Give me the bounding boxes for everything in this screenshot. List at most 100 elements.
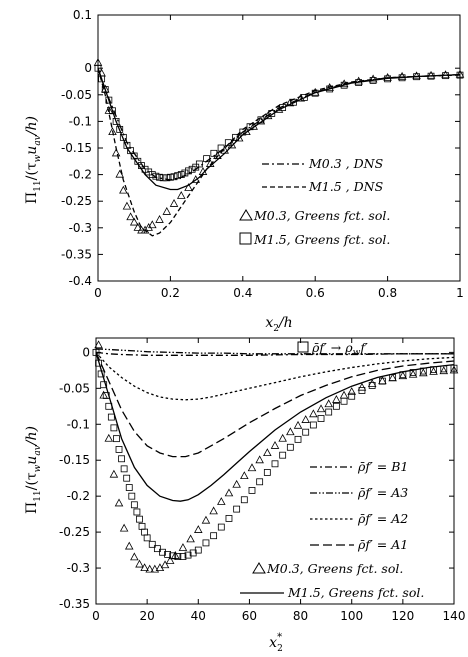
top-series-4-point-19 — [163, 174, 171, 182]
bottom-series-0-point-43 — [294, 435, 302, 443]
top-x-tick-label-4: 0.8 — [378, 286, 397, 300]
bottom-series-5-point-22 — [224, 488, 234, 497]
bottom-y-tick-label-1: -0.05 — [59, 381, 90, 395]
bottom-series-6-line — [95, 352, 455, 502]
bottom-series-0-point-41 — [279, 451, 287, 459]
top-series-4-point-3 — [105, 96, 113, 104]
top-series-3-point-6 — [115, 169, 124, 178]
bottom-series-5-point-41 — [378, 376, 387, 385]
bottom-y-tick-label-6: -0.3 — [67, 561, 90, 575]
bottom-legend-triangle-icon — [252, 562, 266, 574]
top-series-4-point-31 — [217, 144, 225, 152]
top-legend-label-m15-dns: M1.5 , DNS — [308, 179, 383, 194]
top-series-4-point-41 — [311, 89, 319, 97]
top-series-4-point-29 — [203, 155, 211, 163]
bottom-series-0-point-49 — [340, 397, 348, 405]
bottom-series-5-point-45 — [419, 368, 428, 377]
top-series-3-point-31 — [263, 111, 273, 120]
top-series-3-point-2 — [100, 84, 110, 93]
top-series-4-point-4 — [109, 107, 116, 115]
bottom-series-0-point-50 — [348, 392, 356, 400]
top-x-tick-label-1: 0.2 — [161, 286, 180, 300]
top-y-tick-label-6: -0.25 — [61, 194, 92, 208]
top-series-1-line — [97, 68, 461, 237]
bottom-legend-label-m03-greens: M0.3, Greens fct. sol. — [266, 561, 403, 576]
top-series-3-point-40 — [383, 72, 392, 81]
top-series-4-point-11 — [134, 157, 142, 165]
bottom-chart: 0 20 40 60 80 100 120 140 0 -0.05 -0.1 -0.15 -0.2 -0.… — [24, 337, 465, 654]
top-series-3-point-4 — [108, 127, 117, 136]
top-series-3-point-35 — [310, 87, 320, 96]
bottom-series-5-point-32 — [301, 415, 310, 423]
bottom-series-5-point-1 — [99, 390, 108, 399]
bottom-series-0-point-16 — [133, 508, 141, 516]
bottom-y-tick-label-3: -0.15 — [59, 453, 90, 467]
top-series-4-point-50 — [442, 72, 449, 80]
top-series-4-point-12 — [138, 162, 145, 169]
top-series-4-point-48 — [413, 73, 420, 81]
top-series-4-point-10 — [130, 152, 138, 160]
bottom-series-5-point-31 — [293, 420, 303, 429]
bottom-series-0-point-30 — [194, 546, 202, 554]
bottom-series-0-point-24 — [164, 550, 172, 558]
top-series-3-point-17 — [162, 207, 172, 215]
bottom-series-0-point-37 — [248, 487, 256, 494]
top-series-3-point-24 — [213, 151, 222, 159]
bottom-series-5-point-43 — [398, 371, 408, 380]
bottom-series-5-point-23 — [232, 479, 241, 488]
bottom-series-5-point-40 — [367, 379, 377, 388]
top-series-4-point-25 — [185, 167, 192, 175]
bottom-series-5-point-26 — [255, 455, 264, 464]
bottom-series-5-point-15 — [170, 550, 180, 559]
top-series-4-point-20 — [166, 173, 174, 181]
bottom-series-0-point-7 — [110, 424, 118, 432]
top-series-4-point-16 — [152, 172, 160, 180]
top-series-3-point-19 — [176, 191, 186, 199]
top-series-4-point-46 — [384, 75, 392, 83]
top-series-4-point-44 — [355, 79, 363, 86]
top-legend: M0.3 , DNS M1.5 , DNS M0.3, Greens fct. … — [239, 156, 390, 247]
bottom-series-5-point-16 — [178, 543, 188, 551]
bottom-y-tick-label-0: 0 — [82, 345, 90, 359]
bottom-series-5-point-9 — [140, 563, 149, 572]
bottom-y-tick-label-7: -0.35 — [59, 597, 90, 611]
top-series-4-point-28 — [195, 160, 203, 168]
bottom-series-5-point-38 — [347, 387, 356, 395]
top-series-4-point-5 — [112, 118, 120, 125]
bottom-series-0-point-40 — [271, 460, 279, 468]
top-y-tick-label-7: -0.3 — [69, 221, 92, 235]
top-series-4-point-36 — [257, 116, 265, 124]
bottom-series-5-point-44 — [408, 369, 418, 378]
bottom-series-5-point-47 — [439, 366, 449, 375]
top-x-tick-label-5: 1 — [456, 286, 464, 300]
top-y-tick-label-5: -0.2 — [69, 168, 92, 182]
bottom-series-0-point-10 — [118, 455, 125, 463]
top-series-3-point-25 — [220, 145, 229, 154]
bottom-series-5-point-4 — [114, 498, 124, 507]
top-x-axis-label: x2/h — [265, 315, 292, 334]
bottom-series-0-point-26 — [174, 553, 182, 560]
top-series-3-point-14 — [144, 222, 153, 231]
top-series-3-point-29 — [249, 121, 258, 130]
top-legend-label-m03-dns: M0.3 , DNS — [308, 156, 383, 171]
top-y-tick-label-9: -0.4 — [69, 274, 92, 288]
top-series-4-point-38 — [279, 104, 287, 111]
bottom-legend-label-a3: ρ̄f′ = A3 — [357, 485, 408, 500]
bottom-series-5-point-20 — [209, 506, 218, 515]
top-series-3-point-28 — [242, 127, 251, 136]
bottom-series-0-point-27 — [179, 553, 187, 560]
bottom-series-0-point-46 — [317, 415, 325, 422]
bottom-series-0-point-8 — [113, 435, 120, 443]
bottom-x-axis-label: x* 2 — [269, 632, 283, 654]
top-series-4-point-34 — [239, 128, 247, 136]
top-series-4-point-7 — [119, 133, 127, 141]
top-series-3-point-8 — [122, 201, 132, 210]
top-series-4-point-30 — [210, 149, 218, 157]
top-y-tick-label-0: 0.1 — [73, 8, 92, 22]
top-y-tick-label-1: 0 — [84, 61, 92, 75]
top-series-3-point-9 — [126, 212, 135, 221]
bottom-series-5-point-11 — [150, 564, 160, 573]
top-series-3-point-22 — [198, 167, 208, 175]
bottom-series-5-point-3 — [109, 469, 119, 478]
